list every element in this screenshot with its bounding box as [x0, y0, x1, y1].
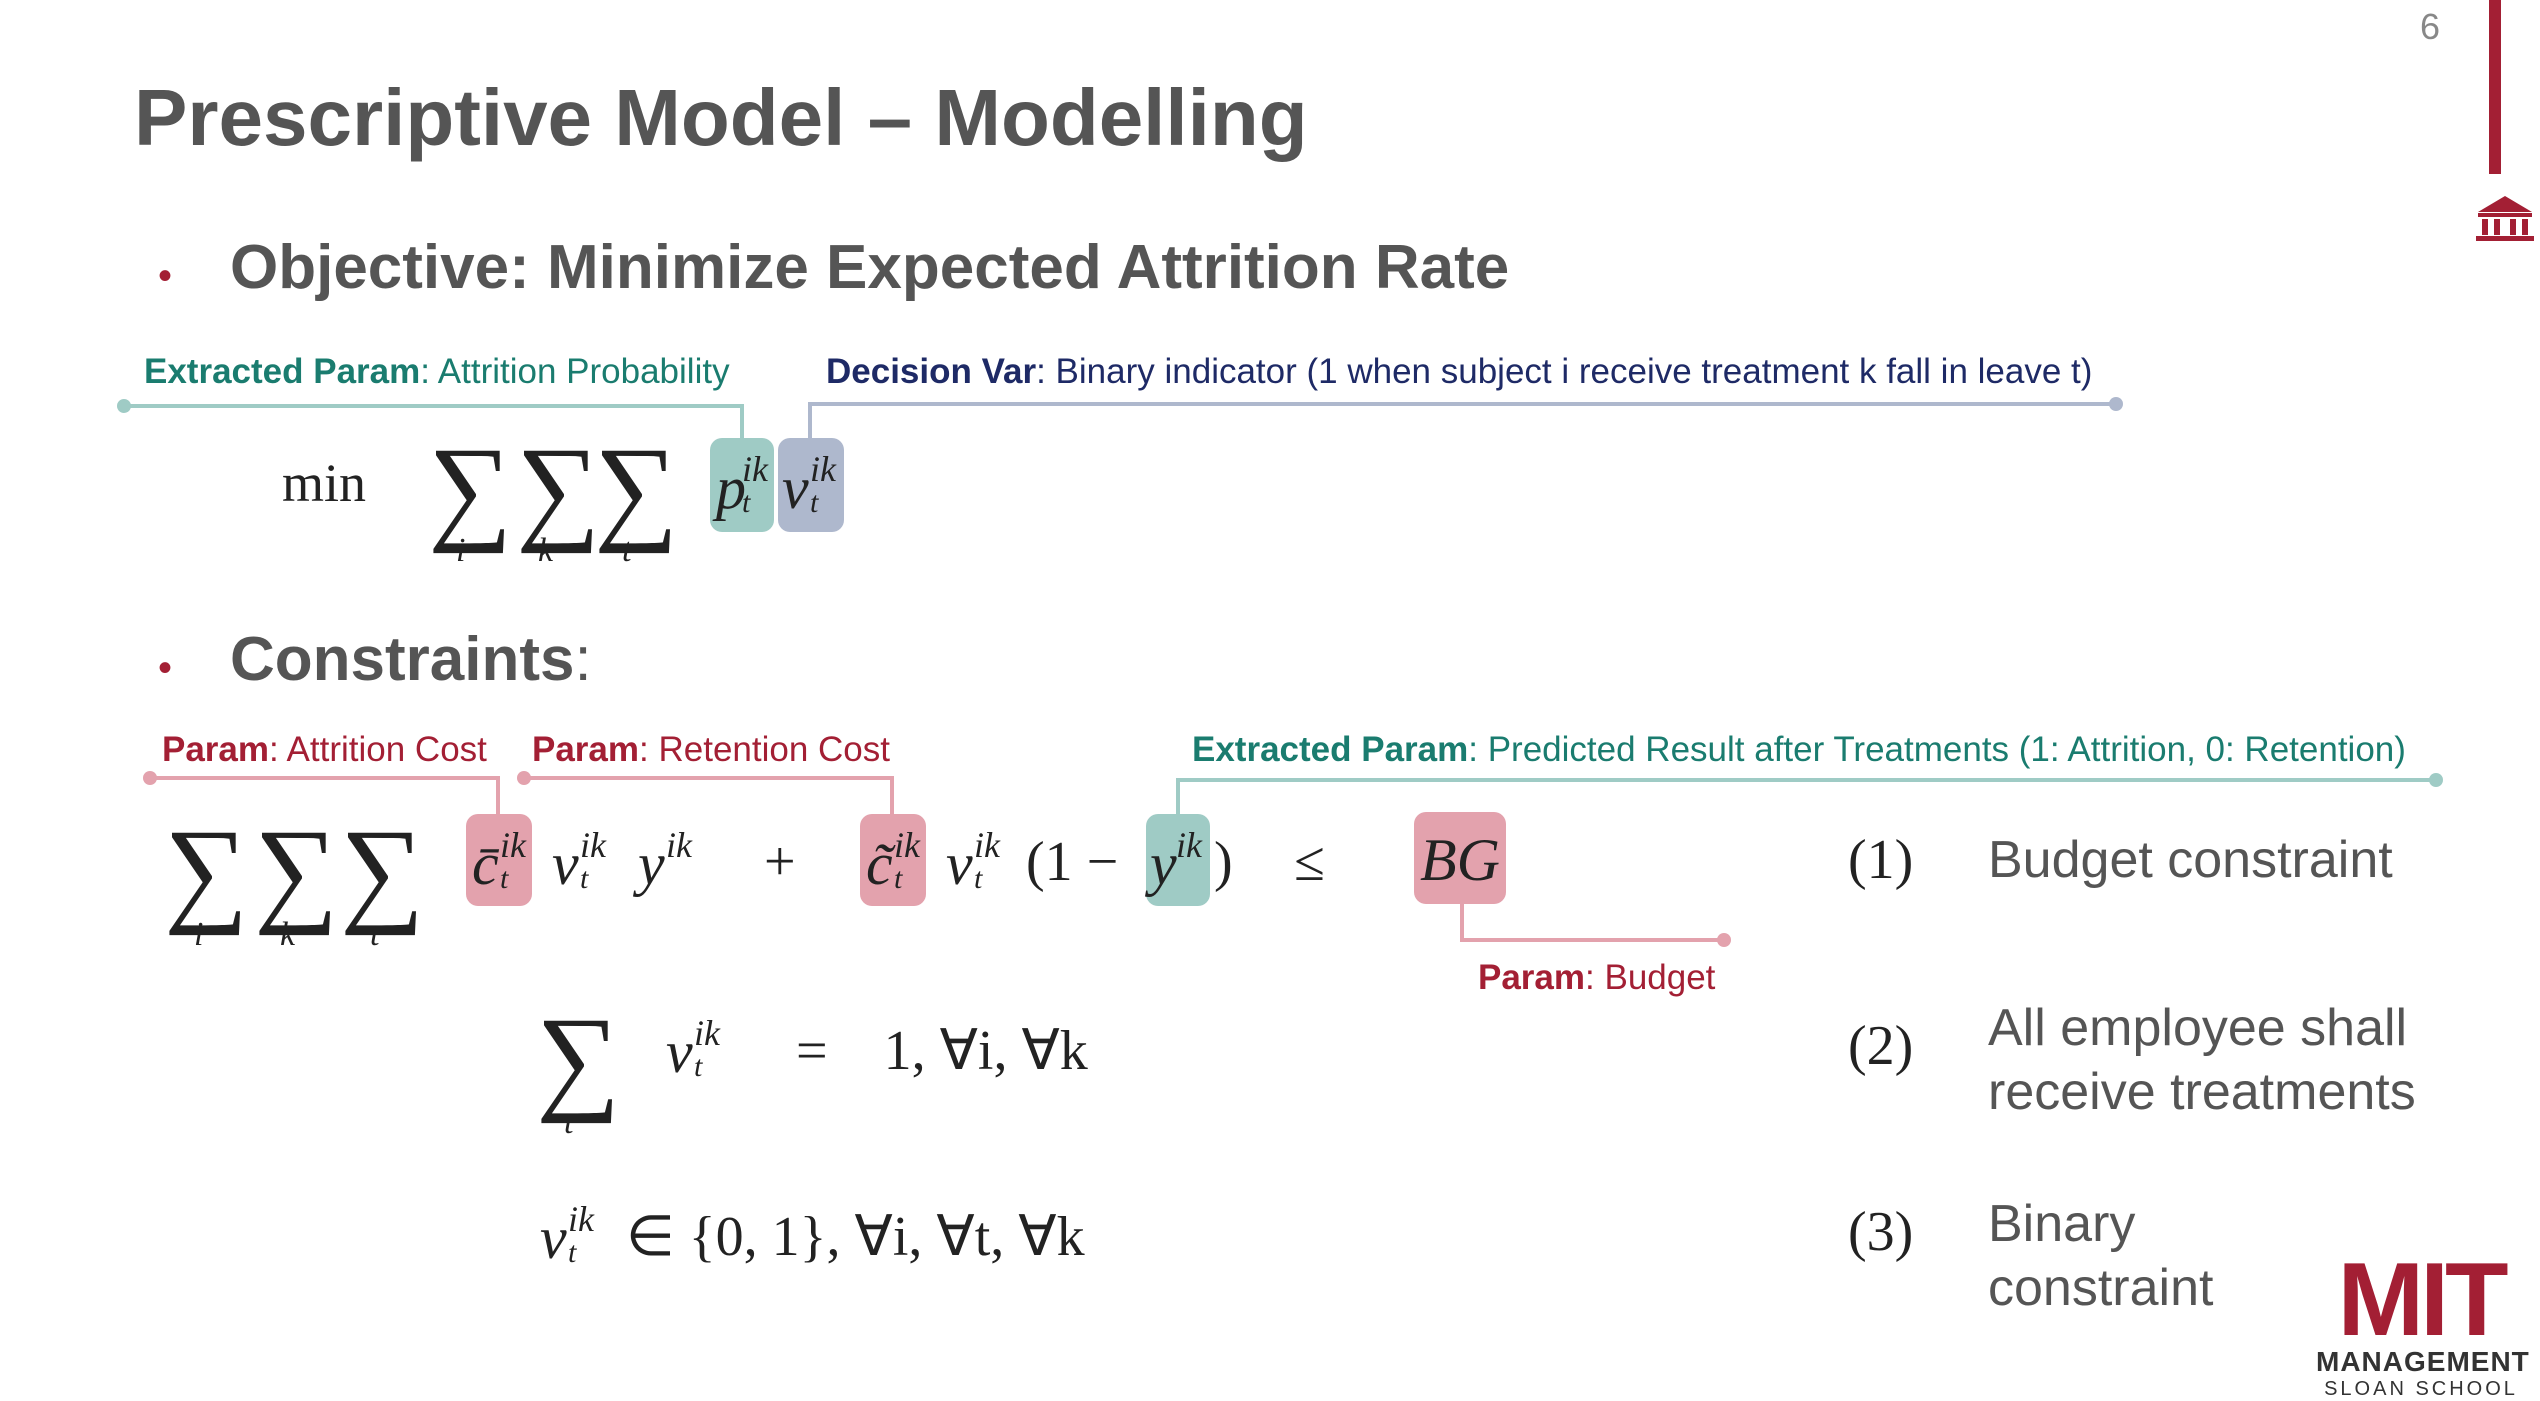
term-bg: BG [1420, 827, 1500, 893]
predicted-connector [1176, 778, 2436, 816]
c2-term-v: v ik t [666, 1013, 720, 1085]
term-ctilde: c̃ ik t [866, 825, 920, 897]
c1-index-t: t [370, 916, 380, 953]
c1-description: Budget constraint [1988, 831, 2393, 889]
attrition-cost-label: Param: Attrition Cost [162, 730, 487, 769]
c2-rhs: = 1, ∀i, ∀k [796, 1020, 1088, 1082]
min-operator: min [282, 453, 367, 513]
c1-index-k: k [280, 916, 296, 953]
highlight-attrition-cost [466, 814, 532, 906]
term-v: v ik t [782, 449, 836, 521]
plus-operator: + [764, 831, 796, 893]
budget-connector [1460, 902, 1724, 942]
attrition-cost-connector [150, 776, 500, 816]
c3-rhs: ∈ {0, 1}, ∀i, ∀t, ∀k [626, 1206, 1085, 1268]
decision-var-label: Decision Var: Binary indicator (1 when s… [826, 352, 2093, 391]
c1-sum-k: ∑ [254, 805, 339, 936]
sum-index-k: k [538, 532, 554, 569]
c2-number: (2) [1848, 1015, 1914, 1077]
extracted-param-label-objective: Extracted Param: Attrition Probability [144, 352, 730, 391]
leq-operator: ≤ [1294, 831, 1325, 893]
sum-symbol-i: ∑ [428, 423, 513, 554]
budget-label: Param: Budget [1478, 958, 1716, 997]
c1-sum-t: ∑ [340, 805, 425, 936]
c1-term-v1: v ik t [552, 825, 606, 897]
paren-close: ) [1214, 831, 1233, 893]
highlight-predicted-result [1146, 814, 1210, 906]
sum-symbol-k: ∑ [516, 423, 601, 554]
predicted-result-label: Extracted Param: Predicted Result after … [1192, 730, 2406, 769]
mit-sloan-logo: MIT MANAGEMENT SLOAN SCHOOL [2316, 1242, 2530, 1401]
c1-index-i: i [194, 916, 204, 953]
objective-navy-connector [808, 402, 2116, 442]
c1-term-v2: v ik t [946, 825, 1000, 897]
retention-cost-label: Param: Retention Cost [532, 730, 890, 769]
c3-term-v: v ik t [540, 1199, 594, 1271]
constraints-heading: Constraints: [230, 625, 592, 694]
mit-wordmark: MIT [2337, 1242, 2508, 1358]
c2-sum-t: ∑ [536, 993, 621, 1124]
sum-symbol-t: ∑ [594, 423, 679, 554]
c1-number: (1) [1848, 829, 1914, 891]
building-icon [2476, 196, 2534, 241]
c3-description: Binary constraint [1988, 1195, 2214, 1317]
page-number: 6 [2420, 6, 2441, 47]
highlight-attrition-probability [710, 438, 774, 532]
sum-index-t: t [622, 532, 632, 569]
c2-index-t: t [564, 1104, 574, 1141]
c2-description: All employee shall receive treatments [1988, 999, 2416, 1121]
term-p: p ik t [716, 449, 768, 521]
logo-sloan-school: SLOAN SCHOOL [2324, 1378, 2518, 1400]
highlight-budget [1414, 812, 1506, 904]
paren-open: (1 − [1026, 831, 1119, 893]
c3-number: (3) [1848, 1201, 1914, 1263]
highlight-retention-cost [860, 814, 926, 906]
objective-green-connector [124, 404, 744, 442]
sum-index-i: i [456, 532, 466, 569]
slide-title: Prescriptive Model – Modelling [134, 73, 1308, 162]
accent-bar [2489, 0, 2501, 174]
retention-cost-connector [524, 776, 894, 816]
objective-heading: Objective: Minimize Expected Attrition R… [230, 233, 1510, 302]
c1-term-y1: y ik [638, 825, 692, 897]
bullet-objective: • [158, 254, 173, 298]
highlight-decision-var [778, 438, 844, 532]
term-cbar: c̄ ik t [472, 825, 526, 897]
term-y: y ik [1150, 825, 1202, 897]
bullet-constraints: • [158, 646, 173, 690]
logo-management: MANAGEMENT [2316, 1346, 2530, 1377]
c1-sum-i: ∑ [164, 805, 249, 936]
